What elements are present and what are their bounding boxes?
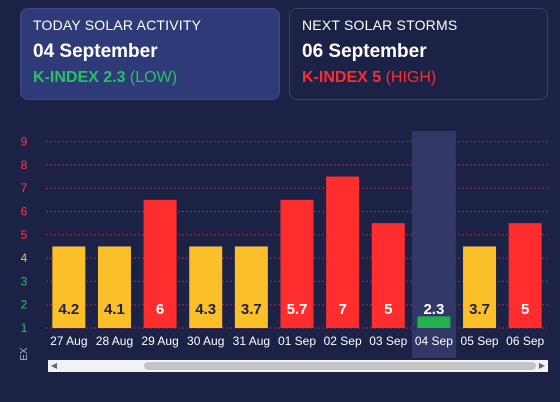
bar-value-label: 6 — [156, 301, 164, 318]
bar-27-aug[interactable] — [52, 246, 86, 328]
bar-31-aug[interactable] — [234, 246, 268, 328]
x-tick-label: 27 Aug — [50, 334, 87, 348]
today-kindex: K-INDEX 2.3 — [33, 69, 126, 86]
bar-value-label: 4.3 — [195, 301, 216, 318]
scroll-right-arrow-icon[interactable]: ▶ — [538, 361, 546, 370]
y-tick-label: 6 — [21, 205, 28, 219]
bar-value-label: 7 — [338, 301, 346, 318]
next-level: (HIGH) — [385, 69, 437, 86]
scroll-left-arrow-icon[interactable]: ◀ — [50, 361, 58, 370]
bar-05-sep[interactable] — [463, 246, 497, 328]
next-storms-card: NEXT SOLAR STORMS 06 September K-INDEX 5… — [289, 8, 548, 100]
today-kindex-line: K-INDEX 2.3 (LOW) — [33, 69, 267, 87]
x-tick-label: 02 Sep — [324, 334, 362, 348]
bar-value-label: 5 — [384, 301, 392, 318]
y-tick-label: 9 — [21, 135, 28, 149]
x-tick-label: 04 Sep — [415, 334, 453, 348]
x-tick-label: 28 Aug — [96, 334, 133, 348]
next-date: 06 September — [302, 41, 427, 62]
bar-30-aug[interactable] — [189, 246, 223, 328]
bar-06-sep[interactable] — [508, 223, 542, 328]
bar-value-label: 2.3 — [423, 301, 444, 318]
today-card-label: TODAY SOLAR ACTIVITY — [33, 17, 202, 33]
next-kindex-line: K-INDEX 5 (HIGH) — [302, 69, 535, 87]
bar-04-sep[interactable] — [417, 316, 451, 328]
today-activity-card: TODAY SOLAR ACTIVITY 04 September K-INDE… — [20, 8, 280, 100]
y-tick-label: 3 — [21, 274, 28, 288]
y-tick-label: 1 — [21, 321, 28, 335]
bar-value-label: 4.1 — [104, 301, 125, 318]
next-card-label: NEXT SOLAR STORMS — [302, 17, 458, 33]
y-tick-label: 2 — [21, 298, 28, 312]
x-tick-label: 05 Sep — [461, 334, 499, 348]
kindex-bar-chart: 4.2 4.1 6 4.3 3.7 5.7 7 5 2.3 3.7 5 1 2 3 4 5 6 7 8 9 27 A… — [19, 131, 548, 360]
x-tick-label: 29 Aug — [141, 334, 178, 348]
y-tick-label: 8 — [21, 158, 28, 172]
bar-value-label: 3.7 — [469, 301, 490, 318]
y-tick-label: 5 — [21, 228, 28, 242]
bar-29-aug[interactable] — [143, 199, 177, 328]
y-tick-label: 4 — [21, 251, 28, 265]
bar-value-label: 5.7 — [287, 301, 308, 318]
x-tick-label: 06 Sep — [506, 334, 544, 348]
bar-28-aug[interactable] — [97, 246, 131, 328]
x-tick-label: 03 Sep — [369, 334, 407, 348]
y-tick-label: 7 — [21, 181, 28, 195]
chart-y-ticks: 1 2 3 4 5 6 7 8 9 — [21, 135, 28, 335]
bar-01-sep[interactable] — [280, 199, 314, 328]
bar-02-sep[interactable] — [326, 176, 360, 328]
y-axis-title: K-INDEX — [19, 347, 30, 360]
scroll-thumb[interactable] — [144, 362, 536, 370]
today-level: (LOW) — [129, 69, 178, 86]
chart-x-ticks: 27 Aug 28 Aug 29 Aug 30 Aug 31 Aug 01 Sep 02 S… — [50, 334, 544, 348]
bar-03-sep[interactable] — [371, 223, 405, 328]
x-tick-label: 01 Sep — [278, 334, 316, 348]
bar-value-label: 4.2 — [58, 301, 79, 318]
bar-value-label: 5 — [521, 301, 529, 318]
x-tick-label: 31 Aug — [233, 334, 270, 348]
next-kindex: K-INDEX 5 — [302, 69, 382, 86]
today-date: 04 September — [33, 41, 158, 62]
x-tick-label: 30 Aug — [187, 334, 224, 348]
chart-scrollbar[interactable]: ◀ ▶ — [48, 360, 548, 372]
chart-bars: 4.2 4.1 6 4.3 3.7 5.7 7 5 2.3 3.7 5 — [52, 176, 542, 328]
bar-value-label: 3.7 — [241, 301, 262, 318]
